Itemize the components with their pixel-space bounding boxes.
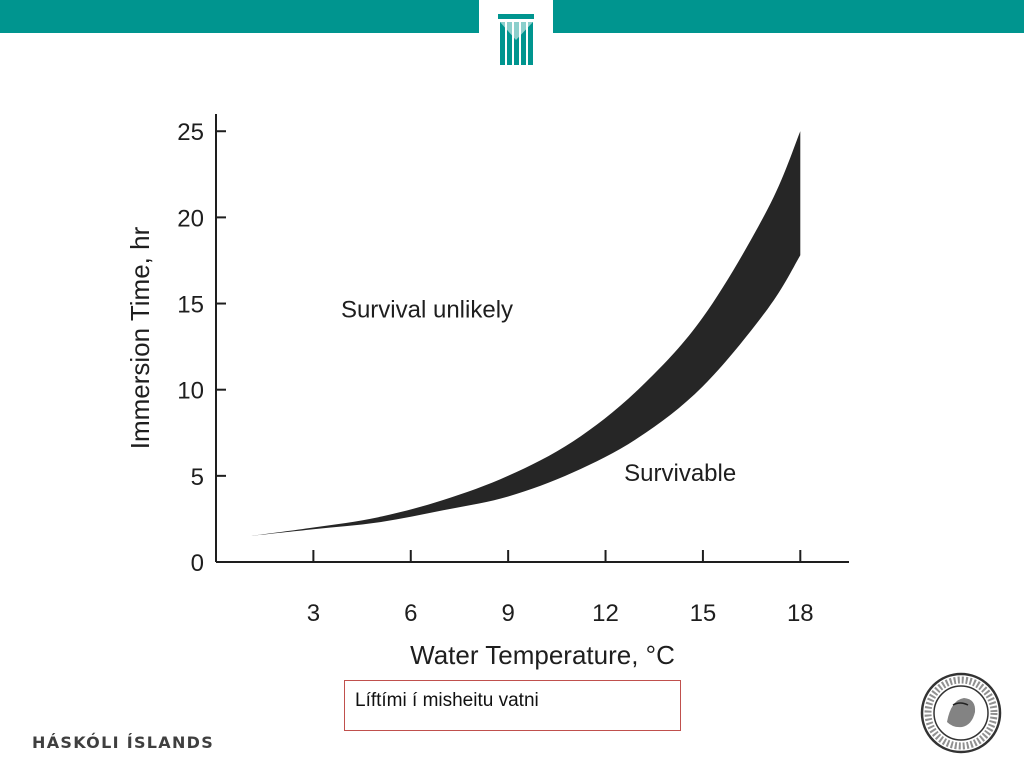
y-tick-label: 25 bbox=[177, 119, 204, 146]
chart-annotations: Survival unlikely Survivable bbox=[341, 296, 736, 487]
caption-box: Líftími í misheitu vatni bbox=[344, 680, 681, 731]
y-tick-label: 15 bbox=[177, 292, 204, 319]
x-tick-label: 18 bbox=[787, 600, 814, 627]
institution-name: HÁSKÓLI ÍSLANDS bbox=[32, 733, 215, 752]
columns-logo-icon bbox=[498, 14, 534, 65]
y-axis-label: Immersion Time, hr bbox=[125, 226, 155, 449]
y-tick-label: 5 bbox=[191, 464, 204, 491]
x-tick-label: 12 bbox=[592, 600, 619, 627]
x-tick-label: 15 bbox=[690, 600, 717, 627]
x-axis-ticks: 3 6 9 12 15 18 bbox=[307, 550, 814, 627]
y-tick-label: 0 bbox=[191, 550, 204, 577]
annotation-label: Survival unlikely bbox=[341, 296, 513, 323]
y-tick-label: 10 bbox=[177, 378, 204, 405]
x-axis-label: Water Temperature, °C bbox=[410, 640, 675, 670]
y-axis-ticks: 0 5 10 15 20 25 bbox=[177, 119, 226, 577]
x-tick-label: 9 bbox=[501, 600, 514, 627]
annotation-label: Survivable bbox=[624, 460, 736, 487]
x-tick-label: 6 bbox=[404, 600, 417, 627]
y-tick-label: 20 bbox=[177, 205, 204, 232]
university-seal-icon bbox=[920, 672, 1002, 754]
caption-text: Líftími í misheitu vatni bbox=[355, 690, 539, 711]
university-logo bbox=[479, 0, 553, 76]
x-tick-label: 3 bbox=[307, 600, 320, 627]
